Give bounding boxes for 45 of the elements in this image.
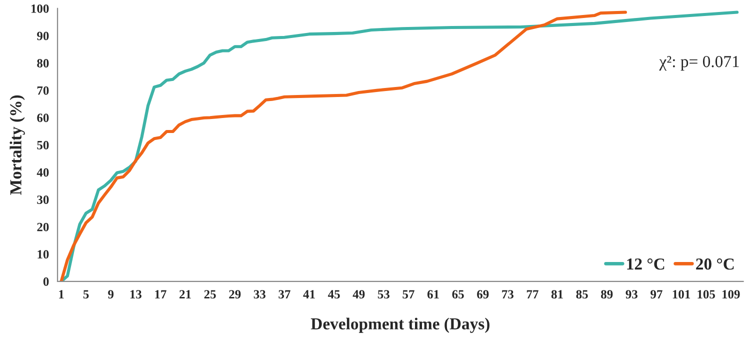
annotation: χ²: p= 0.071 [659, 56, 739, 71]
x-tick-label: 105 [698, 290, 715, 299]
y-tick-label: 90 [37, 32, 49, 40]
x-tick-label: 13 [130, 290, 142, 299]
x-tick-label: 5 [83, 290, 89, 299]
x-tick-label: 21 [180, 290, 191, 298]
y-tick-label: 30 [37, 196, 49, 204]
x-tick-label: 17 [155, 290, 166, 298]
x-tick-label: 53 [378, 290, 390, 299]
y-tick-label: 20 [37, 222, 49, 232]
x-tick-label: 101 [672, 290, 690, 299]
x-tick-label: 57 [402, 290, 414, 299]
x-tick-label: 77 [526, 290, 538, 298]
x-tick-label: 49 [352, 290, 365, 299]
x-tick-label: 69 [477, 290, 489, 299]
x-tick-label: 109 [722, 290, 740, 299]
y-tick-label: 100 [31, 4, 49, 13]
line-series [60, 10, 627, 282]
x-tick-label: 9 [108, 290, 114, 299]
x-tick-label: 1 [59, 290, 64, 298]
x-tick-label: 61 [427, 290, 439, 299]
y-tick-label: 50 [37, 140, 49, 150]
y-tick-label: 80 [37, 59, 49, 68]
x-tick-label: 89 [601, 290, 613, 299]
x-tick-label: 93 [626, 290, 638, 299]
y-tick-label: 70 [37, 86, 49, 95]
x-tick-label: 97 [650, 290, 662, 299]
x-tick-label: 33 [254, 290, 266, 299]
y-tick-label: 0 [43, 277, 49, 286]
x-tick-label: 65 [452, 290, 464, 299]
y-axis-title: Mortality (%) [10, 95, 25, 195]
legend-label: 12 °C [627, 258, 664, 270]
x-tick-label: 73 [502, 290, 514, 299]
legend-label: 20 °C [696, 258, 734, 270]
x-tick-label: 85 [576, 290, 588, 299]
x-tick-label: 29 [229, 290, 241, 299]
y-tick-label: 10 [38, 250, 49, 259]
x-tick-label: 37 [278, 290, 290, 299]
x-tick-label: 41 [303, 290, 315, 298]
y-tick-label: 60 [37, 114, 49, 122]
x-tick-label: 81 [551, 290, 563, 299]
x-axis-title: Development time (Days) [310, 318, 490, 333]
x-tick-label: 45 [328, 290, 340, 299]
x-tick-label: 25 [204, 290, 216, 299]
y-tick-label: 40 [36, 168, 49, 177]
